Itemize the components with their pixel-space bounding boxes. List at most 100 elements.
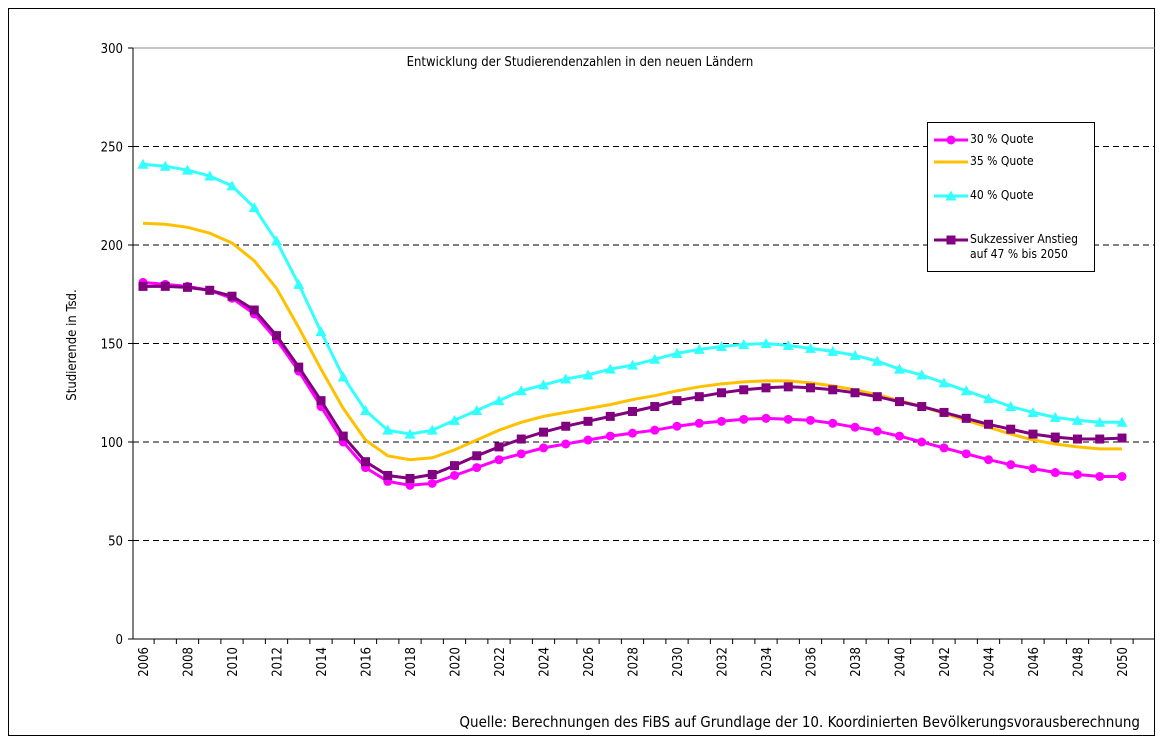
point <box>605 411 615 421</box>
x-tick-label: 2046 <box>1027 647 1042 677</box>
point <box>539 443 548 453</box>
point <box>916 369 928 380</box>
series-line <box>142 221 1122 462</box>
point <box>605 431 615 441</box>
x-tick-label: 2044 <box>983 647 998 677</box>
point <box>694 392 704 402</box>
point <box>850 422 860 432</box>
point <box>271 235 282 246</box>
x-tick-label: 2036 <box>805 647 820 677</box>
point <box>516 449 526 459</box>
legend-item: Sukzessiver Anstieg auf 47 % bis 2050 <box>932 232 1088 262</box>
legend-swatch <box>934 190 968 201</box>
point <box>1028 464 1038 474</box>
point <box>738 338 750 349</box>
x-tick-label: 2016 <box>360 647 375 677</box>
point <box>449 414 460 425</box>
point <box>426 424 438 435</box>
point <box>1027 406 1039 417</box>
point <box>515 385 527 396</box>
point <box>671 347 683 358</box>
point <box>472 451 482 461</box>
point <box>272 331 281 341</box>
point <box>649 353 661 364</box>
point <box>205 285 215 295</box>
point <box>761 413 771 423</box>
point <box>160 281 170 291</box>
point <box>560 373 572 384</box>
point <box>516 434 526 444</box>
x-tick-label: 2040 <box>894 647 909 677</box>
point <box>917 437 927 447</box>
point <box>628 428 637 438</box>
point <box>404 428 416 439</box>
point <box>694 418 704 428</box>
point <box>872 426 882 436</box>
x-tick-label: 2050 <box>1116 647 1131 677</box>
legend-item: 30 % Quote <box>932 132 1088 147</box>
point <box>494 442 504 452</box>
point <box>1006 424 1016 434</box>
point <box>338 431 348 441</box>
legend-label: 35 % Quote <box>970 154 1034 168</box>
point <box>582 369 594 380</box>
point <box>450 470 459 480</box>
point <box>138 281 148 291</box>
point <box>806 415 815 425</box>
x-tick-label: 2024 <box>538 647 553 677</box>
series-line <box>143 284 1123 480</box>
point <box>159 160 171 171</box>
point <box>538 379 549 390</box>
point <box>672 396 682 406</box>
point <box>1006 460 1016 470</box>
point <box>227 291 237 301</box>
legend-label: Sukzessiver Anstieg auf 47 % bis 2050 <box>970 232 1078 261</box>
y-tick-label: 250 <box>101 141 123 156</box>
point <box>294 362 304 372</box>
point <box>946 135 956 145</box>
point <box>716 340 727 351</box>
point <box>894 363 905 374</box>
x-tick-label: 2020 <box>449 647 464 677</box>
x-tick-label: 2048 <box>1072 647 1087 677</box>
legend-swatch <box>934 235 968 245</box>
point <box>739 385 749 395</box>
point <box>650 425 660 435</box>
point <box>1005 401 1017 412</box>
legend-label: 40 % Quote <box>970 188 1034 202</box>
point <box>628 406 637 416</box>
point <box>337 371 349 382</box>
point <box>1028 429 1038 439</box>
point <box>984 419 993 429</box>
point <box>850 388 860 398</box>
y-tick-label: 0 <box>116 633 123 648</box>
point <box>828 418 838 428</box>
point <box>405 473 415 483</box>
point <box>204 170 216 181</box>
legend-label: 30 % Quote <box>970 132 1034 146</box>
point <box>627 359 638 370</box>
point <box>760 338 772 348</box>
x-tick-label: 2026 <box>582 647 597 677</box>
point <box>1072 414 1083 425</box>
point <box>583 435 593 445</box>
point <box>1095 434 1105 444</box>
point <box>939 407 949 417</box>
point <box>405 480 415 490</box>
point <box>1073 434 1082 444</box>
y-tick-label: 150 <box>101 338 123 353</box>
point <box>917 402 927 412</box>
x-tick-label: 2022 <box>493 647 508 677</box>
point <box>183 282 192 292</box>
legend-swatch <box>934 135 968 145</box>
source-note: Quelle: Berechnungen des FiBS auf Grundl… <box>459 713 1140 731</box>
y-tick-label: 300 <box>101 42 123 57</box>
x-tick-label: 2028 <box>627 647 642 677</box>
legend-item: 40 % Quote <box>932 188 1088 203</box>
y-axis-label: Studierende in Tsd. <box>65 289 80 400</box>
point <box>984 455 993 465</box>
legend-item: 35 % Quote <box>932 154 1088 169</box>
point <box>472 463 482 473</box>
